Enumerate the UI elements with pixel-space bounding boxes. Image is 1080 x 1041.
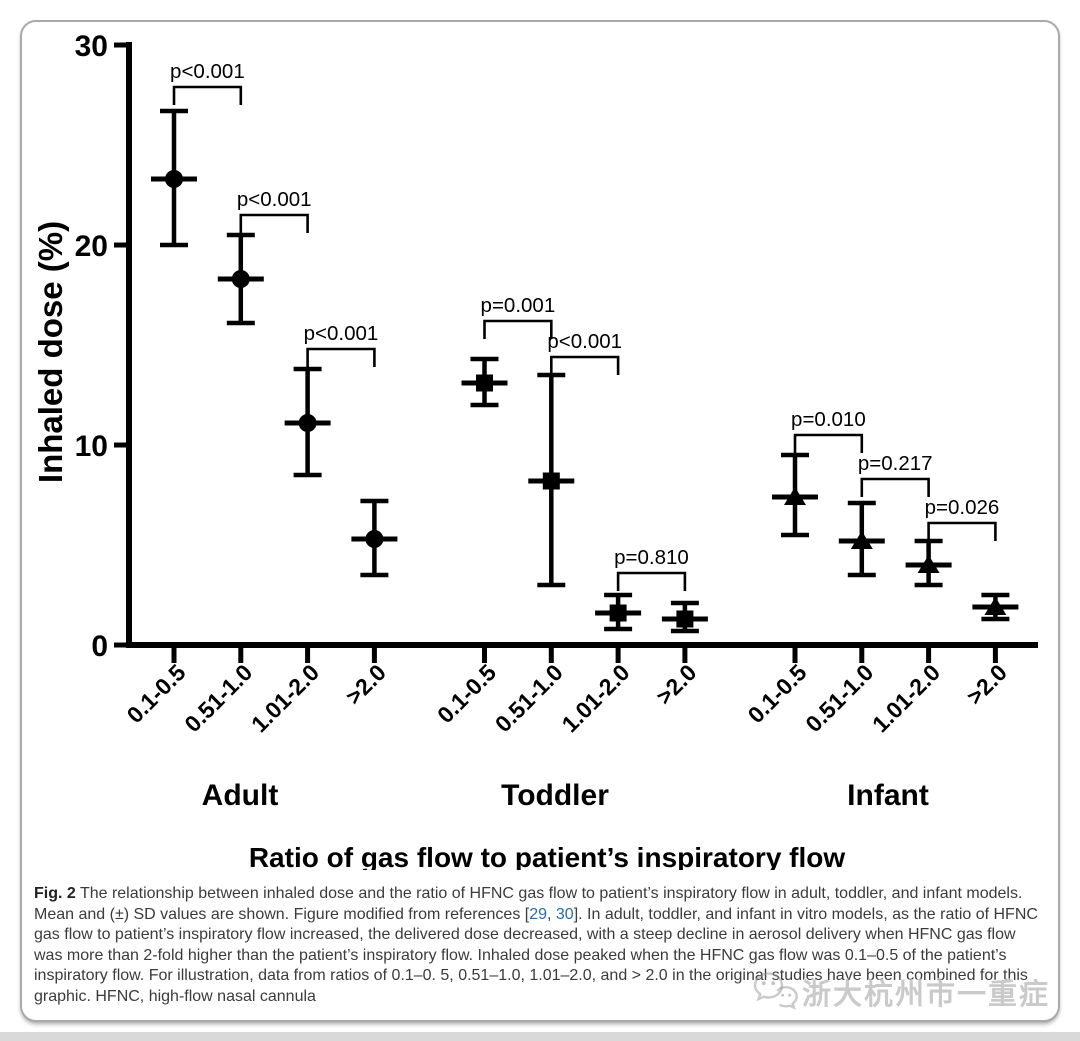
y-tick-label: 20 (75, 230, 108, 263)
significance-bracket (483, 319, 553, 339)
figure-card: 0 10 20 30 Inhaled dose (%) 0.1-0.5 0.51-1.0 1.… (20, 20, 1060, 1022)
caption-text: The relationship between inhaled dose an… (34, 885, 1023, 923)
caption-text: Fig. 2 (34, 885, 76, 902)
data-point-square (476, 374, 493, 392)
x-tick-label: >2.0 (651, 659, 701, 709)
data-point-triangle (984, 597, 1007, 615)
p-value-label: p<0.001 (304, 322, 379, 345)
data-point-circle (365, 530, 384, 548)
p-value-label: p=0.217 (858, 452, 933, 475)
y-tick-label: 10 (75, 430, 108, 463)
data-point-triangle (917, 555, 940, 573)
y-tick-label: 30 (75, 30, 108, 63)
significance-bracket (860, 477, 930, 497)
x-tick-label: 1.01-2.0 (246, 659, 324, 737)
p-value-label: p<0.001 (547, 330, 622, 353)
data-point-circle (298, 414, 317, 432)
x-tick-label: >2.0 (961, 659, 1011, 709)
x-tick-label: >2.0 (340, 659, 390, 709)
significance-bracket (172, 85, 243, 105)
x-axis-title: Ratio of gas flow to patient’s inspirato… (249, 842, 846, 870)
data-point-square (542, 472, 560, 490)
reference-link[interactable]: 29 (529, 905, 548, 923)
p-value-label: p=0.026 (925, 496, 1000, 519)
p-value-label: p<0.001 (237, 188, 312, 211)
reference-link[interactable]: 30 (555, 905, 574, 923)
significance-bracket (927, 521, 997, 541)
x-tick-label: 1.01-2.0 (867, 659, 945, 737)
data-point-circle (165, 170, 183, 188)
significance-bracket (793, 433, 864, 453)
group-label: Infant (847, 779, 929, 812)
x-tick-label: 0.51-1.0 (800, 659, 878, 737)
group-label: Adult (202, 779, 279, 812)
p-value-label: p<0.001 (170, 60, 245, 83)
significance-bracket (306, 347, 376, 367)
p-value-label: p=0.010 (791, 408, 866, 431)
y-axis-title: Inhaled dose (%) (32, 221, 69, 483)
page-bottom-strip (0, 1032, 1080, 1041)
y-tick-label: 0 (91, 630, 108, 663)
data-point-triangle (850, 531, 873, 549)
data-point-square (609, 604, 627, 622)
group-label: Toddler (501, 779, 609, 812)
data-point-circle (231, 270, 250, 288)
data-point-square (676, 610, 694, 628)
data-point-triangle (784, 487, 806, 505)
significance-bracket (616, 571, 687, 591)
p-value-label: p=0.001 (481, 294, 556, 317)
significance-bracket (239, 213, 309, 233)
significance-bracket (550, 355, 620, 375)
figure-caption: Fig. 2 The relationship between inhaled … (22, 884, 1058, 1008)
caption-text: , (547, 905, 556, 923)
p-value-label: p=0.810 (614, 546, 689, 569)
x-tick-label: 0.51-1.0 (179, 659, 257, 737)
x-tick-label: 1.01-2.0 (557, 659, 635, 737)
x-tick-label: 0.51-1.0 (490, 659, 568, 737)
